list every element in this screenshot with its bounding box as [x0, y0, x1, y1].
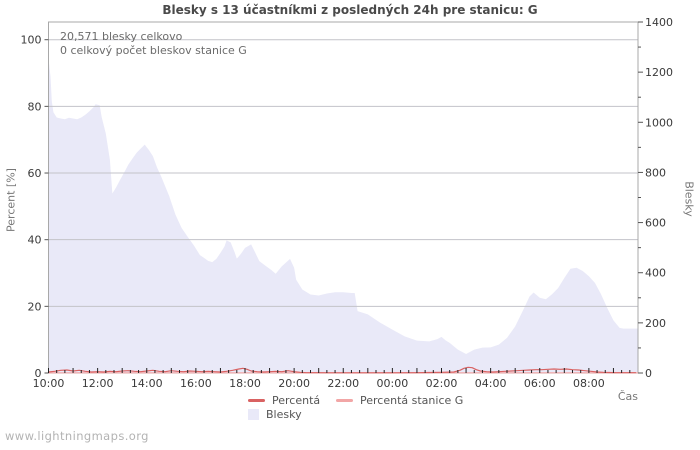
left-tick-label: 0 — [35, 367, 42, 380]
y-axis-label-blesky: Blesky — [682, 181, 696, 217]
right-tick-label: 1000 — [645, 116, 673, 129]
legend-label-blesky: Blesky — [266, 408, 302, 421]
left-tick-label: 100 — [21, 34, 42, 47]
y-axis-label-percent: Percent [%] — [4, 168, 18, 232]
legend-item-blesky: Blesky — [248, 408, 302, 421]
legend-swatch-stanica-line — [336, 399, 353, 402]
legend-item-percenta-stanice: Percentá stanice G — [336, 394, 463, 407]
x-tick-label: 06:00 — [524, 377, 556, 390]
legend-label-percenta: Percentá — [272, 394, 321, 407]
left-tick-label: 80 — [28, 100, 42, 113]
watermark: www.lightningmaps.org — [5, 429, 149, 443]
annotation-total-strikes: 20,571 blesky celkovo — [60, 30, 183, 43]
x-tick-label: 18:00 — [229, 377, 261, 390]
legend-item-percenta: Percentá — [248, 394, 320, 407]
annotation-station-strikes: 0 celkový počet bleskov stanice G — [60, 44, 247, 57]
left-tick-label: 20 — [28, 300, 42, 313]
legend-label-percenta-stanice: Percentá stanice G — [360, 394, 464, 407]
x-tick-label: 16:00 — [180, 377, 212, 390]
x-tick-label: 02:00 — [426, 377, 458, 390]
blesky-area-series — [48, 58, 638, 374]
right-tick-label: 600 — [645, 217, 666, 230]
x-tick-label: 12:00 — [82, 377, 114, 390]
right-tick-label: 200 — [645, 317, 666, 330]
left-tick-label: 40 — [28, 234, 42, 247]
x-tick-label: 14:00 — [131, 377, 163, 390]
chart-title: Blesky s 13 účastníkmi z posledných 24h … — [162, 3, 538, 17]
x-tick-label: 10:00 — [33, 377, 65, 390]
x-tick-label: 04:00 — [475, 377, 507, 390]
right-tick-label: 800 — [645, 166, 666, 179]
x-tick-label: 20:00 — [278, 377, 310, 390]
left-tick-label: 60 — [28, 167, 42, 180]
legend-swatch-percenta-line — [248, 399, 265, 402]
right-tick-label: 400 — [645, 267, 666, 280]
legend-swatch-blesky-area — [248, 409, 259, 420]
x-tick-label: 08:00 — [573, 377, 605, 390]
right-tick-label: 0 — [645, 367, 652, 380]
right-tick-label: 1400 — [645, 16, 673, 29]
right-tick-label: 1200 — [645, 66, 673, 79]
x-axis-label-cas: Čas — [617, 390, 638, 403]
x-tick-label: 22:00 — [327, 377, 359, 390]
line-series-1 — [48, 366, 636, 374]
x-tick-label: 00:00 — [377, 377, 409, 390]
